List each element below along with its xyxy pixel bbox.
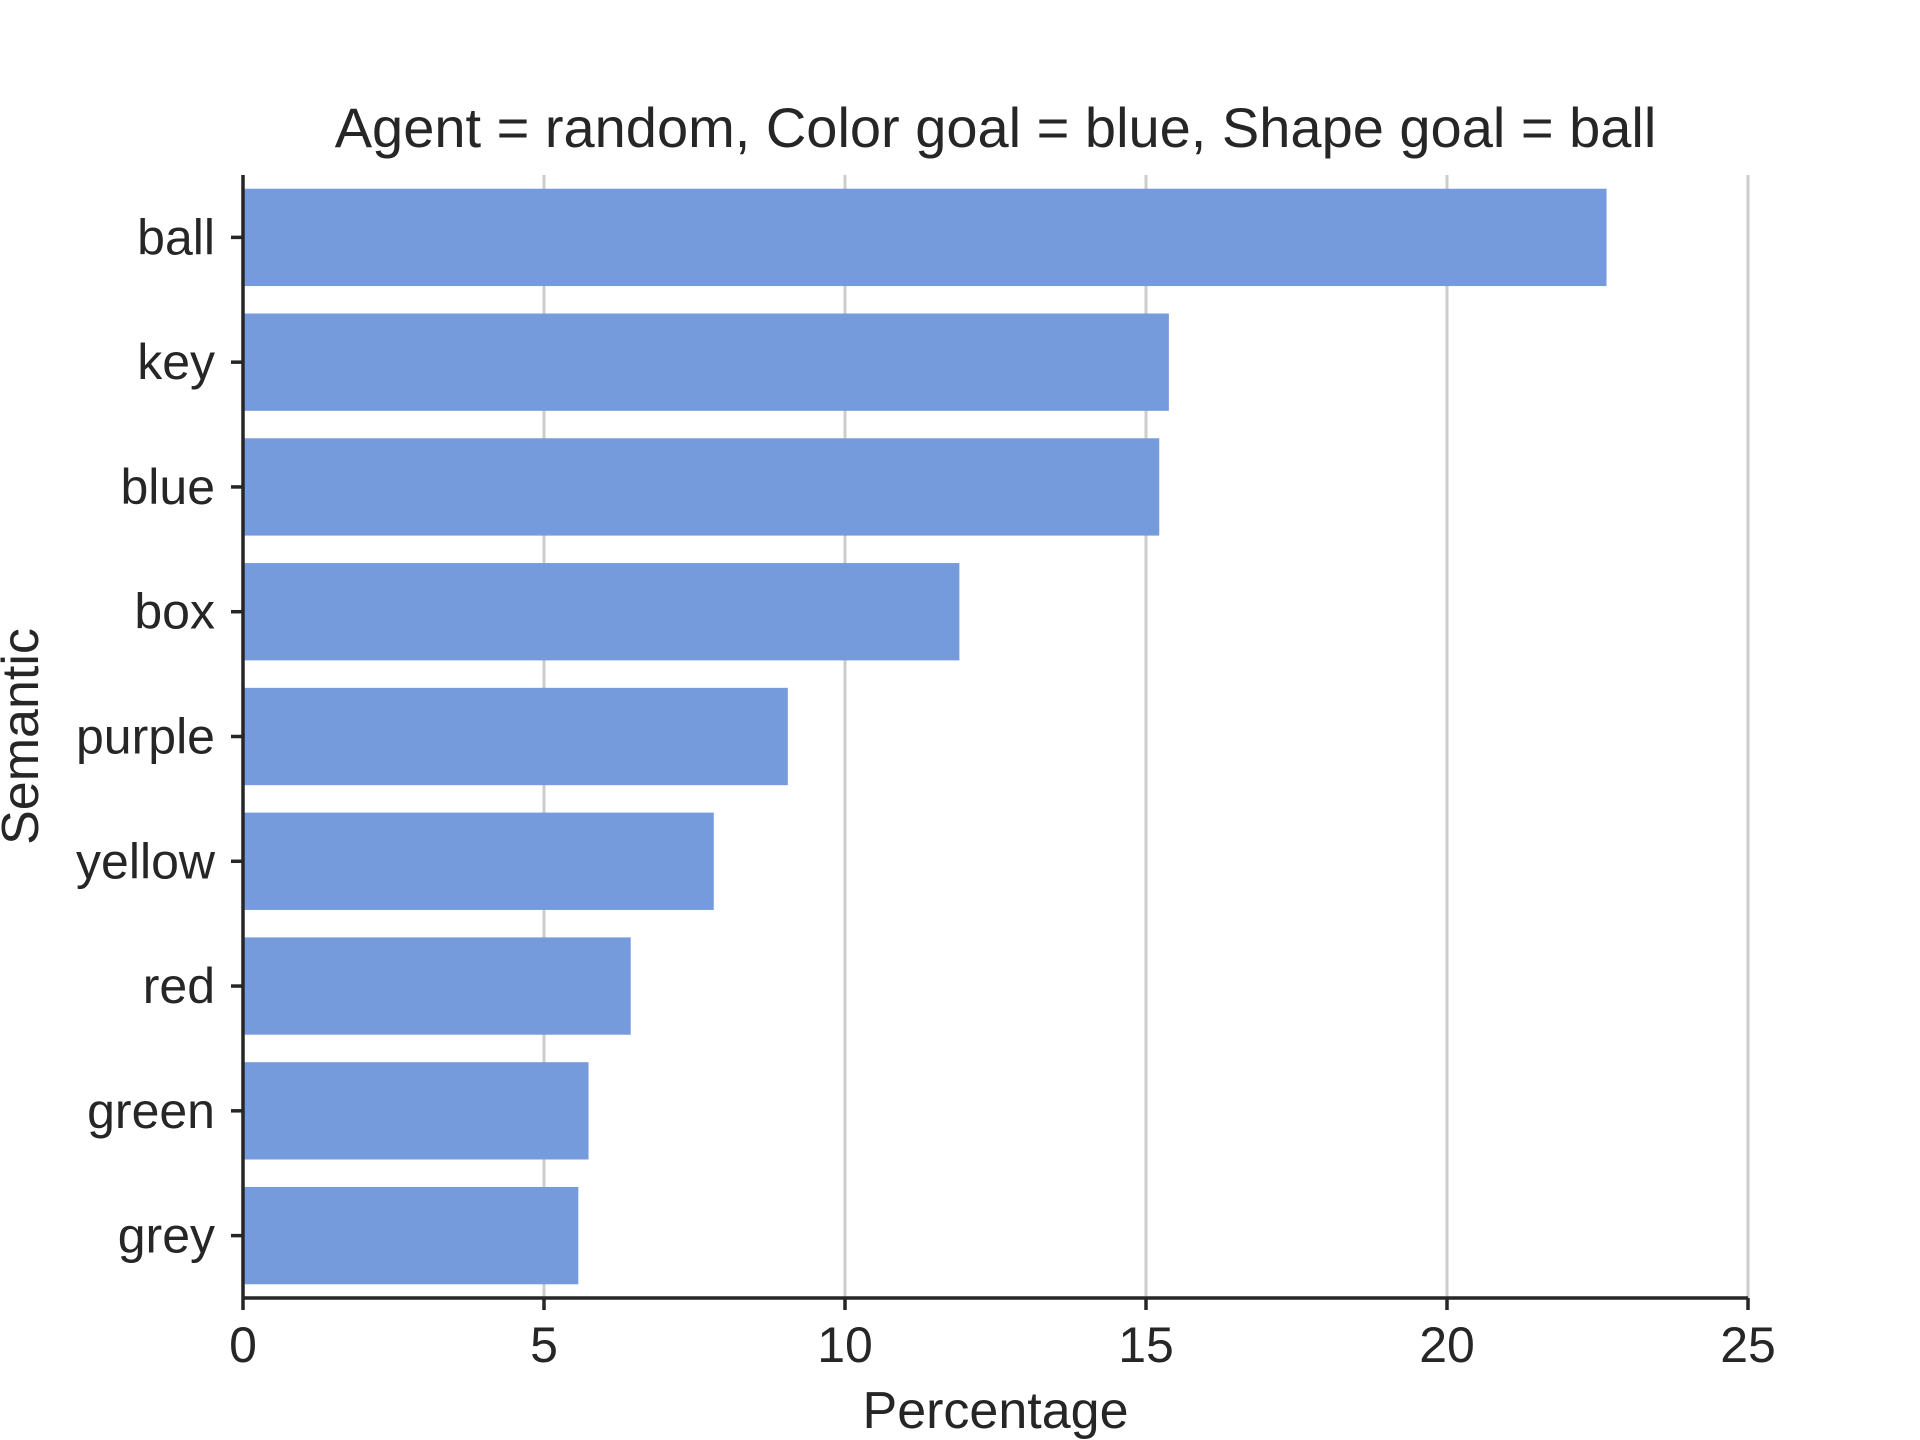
x-tick-label: 15 <box>1118 1317 1174 1373</box>
y-tick-label: green <box>87 1083 215 1139</box>
x-tick-label: 5 <box>530 1317 558 1373</box>
chart-title: Agent = random, Color goal = blue, Shape… <box>335 96 1657 159</box>
bar-box <box>243 563 960 661</box>
y-tick-label: purple <box>76 709 215 765</box>
x-tick-label: 10 <box>817 1317 873 1373</box>
x-tick-label: 20 <box>1419 1317 1475 1373</box>
y-tick-label: red <box>143 958 215 1014</box>
y-tick-label: grey <box>118 1208 215 1264</box>
x-ticks: 0 5 10 15 20 25 <box>229 1298 1776 1373</box>
bar-blue <box>243 438 1160 536</box>
y-tick-label: yellow <box>76 833 216 889</box>
y-tick-label: blue <box>120 459 215 515</box>
bar-grey <box>243 1186 579 1285</box>
y-axis-title: Semantic <box>0 628 50 845</box>
y-tick-label: ball <box>137 209 215 265</box>
y-ticks: ball key blue box purple yellow red green grey <box>76 209 243 1264</box>
bars <box>243 188 1607 1285</box>
bar-red <box>243 937 631 1035</box>
x-axis-title: Percentage <box>863 1382 1129 1440</box>
bar-key <box>243 313 1169 411</box>
bar-ball <box>243 188 1607 287</box>
y-tick-label: box <box>134 584 215 640</box>
bar-yellow <box>243 812 714 910</box>
x-tick-label: 25 <box>1720 1317 1776 1373</box>
x-tick-label: 0 <box>229 1317 257 1373</box>
bar-purple <box>243 687 788 786</box>
y-tick-label: key <box>137 334 215 390</box>
bar-green <box>243 1062 589 1160</box>
